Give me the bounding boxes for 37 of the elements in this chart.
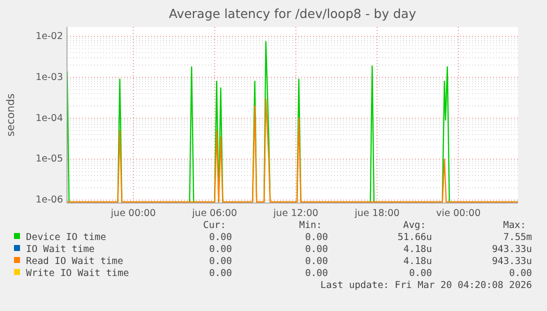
text: 0.00	[509, 268, 532, 279]
text: 51.66u	[398, 232, 432, 243]
legend-label: Device IO time	[26, 232, 106, 243]
x-tick-label: jue 18:00	[354, 208, 400, 219]
text: 0.00	[209, 244, 232, 255]
y-tick-label: 1e-06	[36, 194, 63, 206]
text: 943.33u	[492, 244, 532, 255]
legend-label: Write IO Wait time	[26, 268, 130, 279]
text: Max:	[503, 220, 526, 231]
text: 0.00	[209, 268, 232, 279]
text: 0.00	[305, 244, 328, 255]
text: 943.33u	[492, 256, 532, 267]
text: Last update: Fri Mar 20 04:20:08 2026	[320, 280, 532, 291]
text: 0.00	[305, 256, 328, 267]
text: 4.18u	[403, 244, 432, 255]
text: 0.00	[209, 256, 232, 267]
legend-label: Read IO Wait time	[26, 256, 124, 267]
text: 0.00	[305, 268, 328, 279]
y-tick-label: 1e-04	[36, 112, 63, 124]
y-axis-title: seconds	[5, 94, 17, 136]
chart-title: Average latency for /dev/loop8 - by day	[168, 6, 417, 21]
x-tick-label: vie 00:00	[436, 208, 481, 219]
y-tick-label: 1e-02	[36, 30, 63, 42]
text: Cur:	[203, 220, 226, 231]
y-tick-label: 1e-03	[36, 72, 63, 83]
text: Avg:	[403, 220, 426, 231]
text: 7.55m	[503, 232, 532, 243]
text: 0.00	[209, 232, 232, 243]
text: 4.18u	[403, 256, 432, 267]
text: Min:	[299, 220, 322, 231]
x-tick-label: jue 00:00	[110, 208, 156, 219]
legend-label: IO Wait time	[26, 244, 95, 255]
text: 0.00	[305, 232, 328, 243]
text: 0.00	[409, 268, 432, 279]
x-tick-label: jue 06:00	[191, 208, 238, 219]
x-tick-label: jue 12:00	[272, 208, 318, 219]
y-tick-label: 1e-05	[36, 154, 63, 165]
